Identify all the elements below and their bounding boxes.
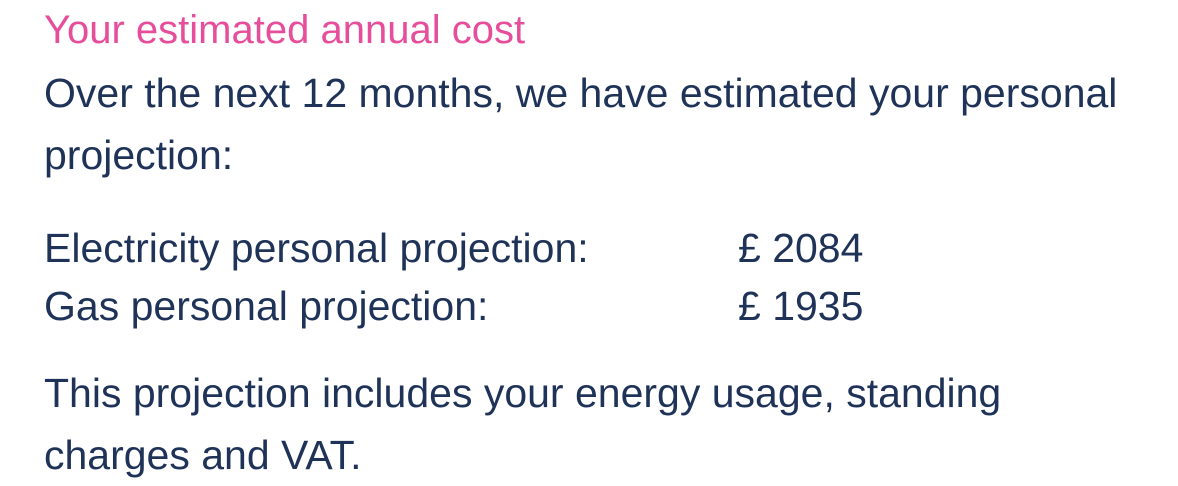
projection-note: This projection includes your energy usa… <box>44 370 1002 478</box>
electricity-projection-value: £ 2084 <box>738 225 864 271</box>
intro-text: Over the next 12 months, we have estimat… <box>44 70 1118 178</box>
electricity-projection-row: Electricity personal projection: £ 2084 <box>44 218 1044 278</box>
gas-projection-value: £ 1935 <box>738 283 864 329</box>
electricity-projection-label: Electricity personal projection: <box>44 225 589 271</box>
gas-projection-label: Gas personal projection: <box>44 283 489 329</box>
gas-projection-row: Gas personal projection: £ 1935 <box>44 276 1044 336</box>
section-heading: Your estimated annual cost <box>44 8 526 52</box>
